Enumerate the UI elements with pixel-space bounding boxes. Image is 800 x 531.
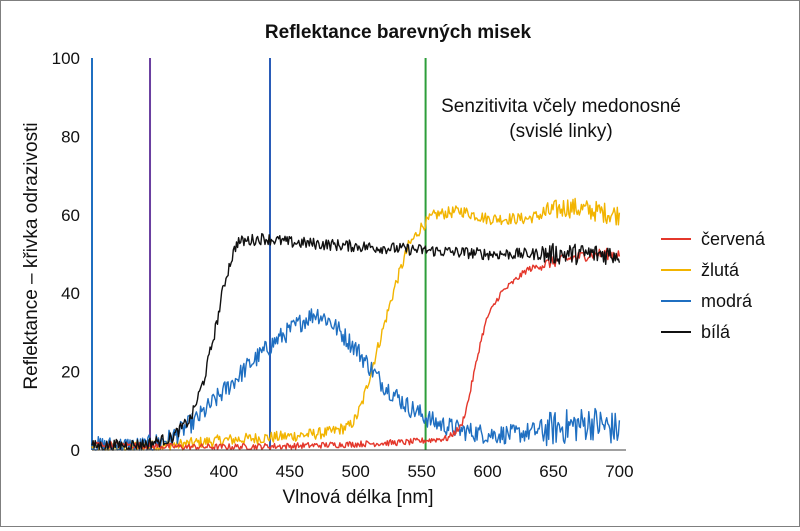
sensitivity-vertical-lines [91, 58, 427, 450]
series-line [91, 232, 621, 451]
x-tick-label: 350 [144, 462, 172, 481]
y-tick-label: 20 [61, 363, 80, 382]
x-tick-label: 600 [473, 462, 501, 481]
series-line [91, 308, 621, 451]
legend-label: modrá [701, 291, 753, 311]
y-tick-label: 100 [52, 49, 80, 68]
y-tick-label: 0 [71, 441, 80, 460]
y-axis-label: Reflektance – křivka odrazivosti [21, 122, 42, 389]
x-tick-label: 550 [407, 462, 435, 481]
y-tick-label: 40 [61, 284, 80, 303]
x-tick-label: 500 [342, 462, 370, 481]
y-axis-ticks: 0 20 40 60 80 100 [52, 49, 80, 460]
x-tick-label: 400 [210, 462, 238, 481]
annotation-line-1: Senzitivita včely medonosné [441, 96, 681, 117]
series-line [91, 247, 621, 451]
y-tick-label: 60 [61, 206, 80, 225]
chart-title: Reflektance barevných misek [265, 22, 532, 43]
legend: červená žlutá modrá bílá [661, 229, 766, 342]
x-axis-ticks: 350 400 450 500 550 600 650 700 [144, 462, 634, 481]
series-lines [91, 197, 621, 451]
x-tick-label: 700 [605, 462, 633, 481]
x-tick-label: 650 [539, 462, 567, 481]
legend-label: žlutá [701, 260, 740, 280]
legend-label: červená [701, 229, 766, 249]
x-axis-label: Vlnová délka [nm] [282, 487, 433, 508]
legend-label: bílá [701, 322, 731, 342]
y-tick-label: 80 [61, 127, 80, 146]
x-tick-label: 450 [276, 462, 304, 481]
series-line [91, 197, 621, 451]
annotation-line-2: (svislé linky) [509, 121, 612, 142]
